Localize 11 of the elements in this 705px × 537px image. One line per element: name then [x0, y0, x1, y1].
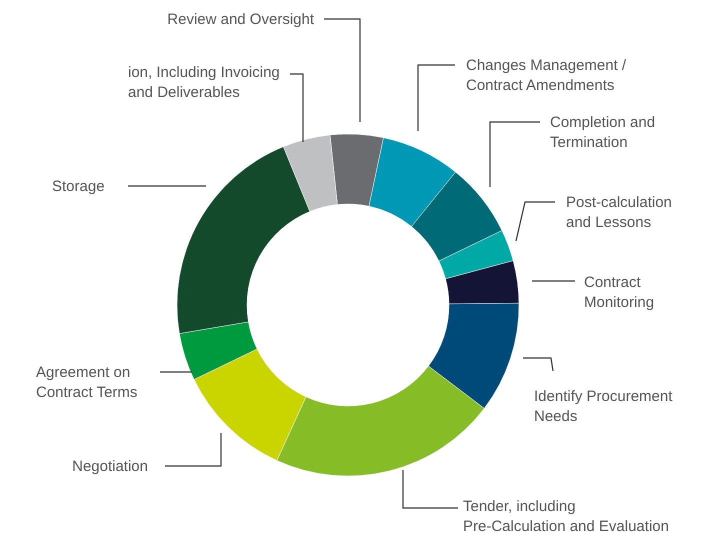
slice-label: Storage: [52, 178, 105, 195]
slice-label: Contract Monitoring: [584, 274, 654, 311]
slice-label: Identify Procurement Needs: [534, 388, 674, 425]
slice-label: Changes Management / Contract Amendments: [466, 57, 627, 94]
slice-label: Negotiation: [72, 458, 148, 475]
slice-label: Post-calculation and Lessons: [566, 194, 672, 231]
slice-label: ion, Including Invoicing and Deliverables: [128, 64, 280, 101]
slice-label: Review and Oversight: [167, 11, 315, 28]
slice-label: Agreement on Contract Terms: [36, 364, 138, 401]
slice-label: Completion and Termination: [550, 114, 656, 151]
slice-label: Tender, including Pre-Calculation and Evaluation: [463, 498, 669, 535]
